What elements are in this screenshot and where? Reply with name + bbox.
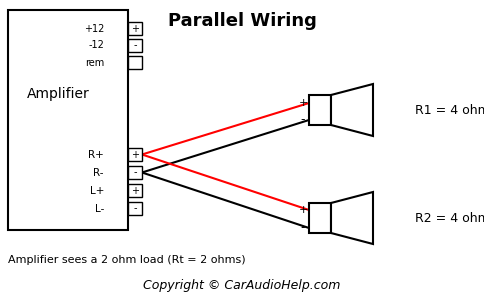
Text: Parallel Wiring: Parallel Wiring [167,12,317,30]
Bar [128,39,142,52]
Text: R-: R- [93,168,104,178]
Text: -: - [133,203,137,213]
Text: L+: L+ [90,185,104,195]
Text: R+: R+ [88,150,104,160]
Bar [128,56,142,69]
Bar [128,166,142,179]
Bar [309,95,331,125]
Text: Copyright © CarAudioHelp.com: Copyright © CarAudioHelp.com [143,278,341,292]
Bar [128,22,142,35]
Text: R1 = 4 ohm: R1 = 4 ohm [415,103,484,116]
Text: -: - [301,222,305,234]
Text: +12: +12 [84,23,104,33]
Bar [128,184,142,197]
Text: +: + [131,185,139,195]
Text: -12: -12 [88,40,104,50]
Text: +: + [298,205,308,215]
Text: Amplifier sees a 2 ohm load (Rt = 2 ohms): Amplifier sees a 2 ohm load (Rt = 2 ohms… [8,255,245,265]
Text: +: + [131,23,139,33]
Text: +: + [131,150,139,160]
Text: +: + [298,98,308,108]
Text: -: - [133,40,137,50]
Text: Amplifier: Amplifier [27,87,90,101]
Bar [309,203,331,233]
Bar [128,202,142,215]
Bar [8,10,128,230]
Text: L-: L- [95,203,104,213]
Polygon shape [331,192,373,244]
Text: -: - [301,113,305,126]
Text: R2 = 4 ohm: R2 = 4 ohm [415,212,484,224]
Bar [128,148,142,161]
Text: -: - [133,168,137,178]
Polygon shape [331,84,373,136]
Text: rem: rem [85,57,104,67]
